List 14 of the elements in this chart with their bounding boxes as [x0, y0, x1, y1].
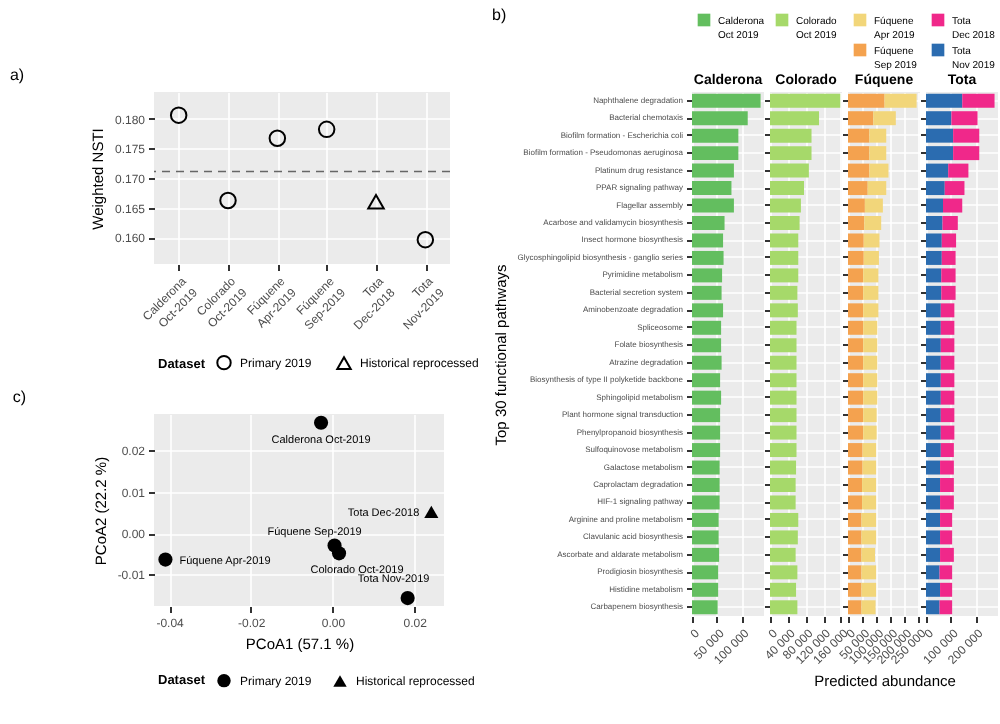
- point: [367, 194, 385, 210]
- point: [268, 129, 287, 147]
- point: [416, 230, 435, 249]
- point: [169, 106, 188, 124]
- point: [331, 546, 347, 561]
- text: b): [492, 6, 507, 24]
- text: c): [12, 388, 27, 406]
- point: [219, 191, 237, 210]
- point: [158, 552, 173, 567]
- point: [313, 415, 329, 430]
- point: [400, 591, 415, 606]
- text: a): [9, 66, 25, 84]
- point: [424, 505, 439, 518]
- point: [317, 120, 336, 139]
